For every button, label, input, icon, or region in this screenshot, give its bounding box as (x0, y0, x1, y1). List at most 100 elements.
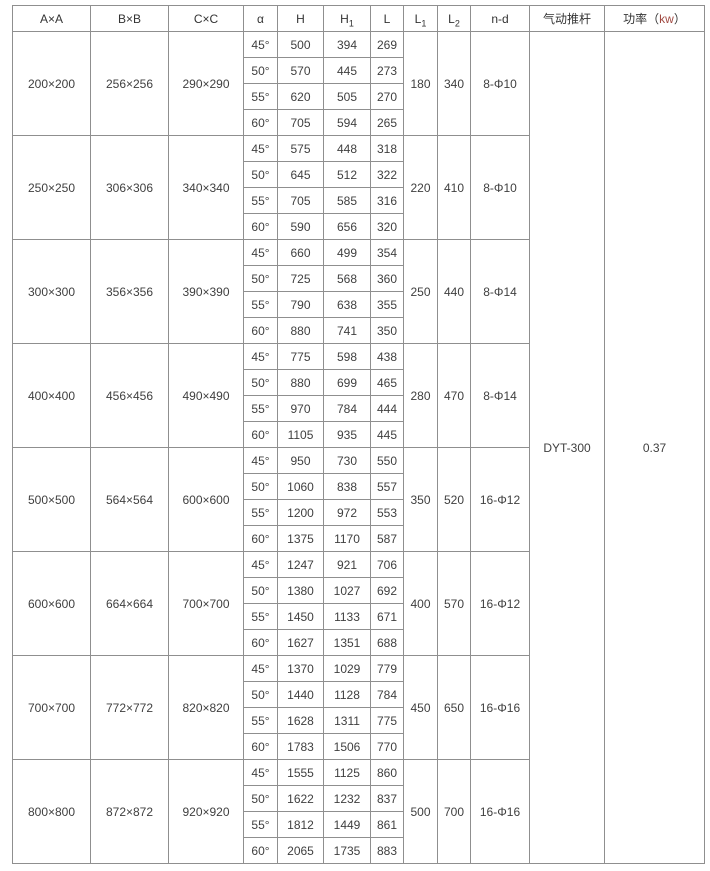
cell-h: 950 (277, 447, 324, 474)
cell-h: 590 (277, 213, 324, 240)
cell-angle: 60° (243, 525, 278, 552)
spec-row: 50° 1060 838 557 (13, 473, 705, 500)
cell-l2: 410 (437, 135, 471, 240)
cell-bxb: 306×306 (90, 135, 169, 240)
cell-actuator: DYT-300 (529, 31, 605, 864)
cell-l2: 470 (437, 343, 471, 448)
cell-h: 705 (277, 109, 324, 136)
cell-l: 775 (370, 707, 404, 734)
cell-angle: 60° (243, 317, 278, 344)
header-row: A×A B×B C×C α H H1 L L1 L2 n-d 气动推杆 功率（kw） (12, 5, 705, 32)
cell-nd: 8-Φ10 (470, 31, 530, 136)
cell-h: 1375 (277, 525, 324, 552)
cell-h1: 1449 (323, 811, 371, 838)
cell-l: 322 (370, 161, 404, 188)
cell-l1: 450 (403, 655, 438, 760)
cell-angle: 50° (243, 473, 278, 500)
cell-angle: 50° (243, 577, 278, 604)
spec-row: 250×250 306×306 340×340 45° 575 448 318 220 410 8… (12, 135, 705, 240)
cell-angle: 45° (243, 343, 278, 370)
cell-angle: 45° (243, 551, 278, 578)
spec-row: 60° 590 656 320 (13, 213, 705, 240)
spec-row: 60° 1375 1170 587 (13, 525, 705, 552)
cell-h1: 1125 (323, 759, 371, 786)
cell-h1: 448 (323, 135, 371, 162)
cell-angle: 50° (243, 785, 278, 812)
cell-h: 1555 (277, 759, 324, 786)
cell-h: 1105 (277, 421, 324, 448)
cell-h1: 598 (323, 343, 371, 370)
col-header-text: B×B (117, 11, 141, 26)
cell-angle: 45° (243, 447, 278, 474)
spec-row: 50° 1440 1128 784 (13, 681, 705, 708)
cell-l: 465 (370, 369, 404, 396)
spec-row: 50° 645 512 322 (13, 161, 705, 188)
cell-l: 355 (370, 291, 404, 318)
cell-l1: 250 (403, 239, 438, 344)
cell-l: 770 (370, 733, 404, 760)
cell-h1: 1133 (323, 603, 371, 630)
cell-angle: 45° (243, 655, 278, 682)
cell-l: 354 (370, 239, 404, 266)
cell-l2: 700 (437, 759, 471, 864)
spec-row: 55° 620 505 270 (13, 83, 705, 110)
cell-h1: 730 (323, 447, 371, 474)
cell-l1: 220 (403, 135, 438, 240)
cell-h: 880 (277, 317, 324, 344)
col-header-bxb: B×B (90, 5, 169, 32)
cell-l: 350 (370, 317, 404, 344)
cell-l: 860 (370, 759, 404, 786)
spec-row: 55° 790 638 355 (13, 291, 705, 318)
cell-h: 1627 (277, 629, 324, 656)
cell-l: 553 (370, 499, 404, 526)
cell-h: 1783 (277, 733, 324, 760)
cell-h1: 656 (323, 213, 371, 240)
cell-l: 318 (370, 135, 404, 162)
col-header-text: 气动推杆 (542, 12, 591, 26)
cell-h1: 499 (323, 239, 371, 266)
spec-row: 50° 570 445 273 (13, 57, 705, 84)
cell-l: 445 (370, 421, 404, 448)
cell-h: 1628 (277, 707, 324, 734)
spec-table-header: A×A B×B C×C α H H1 L L1 L2 n-d 气动推杆 功率（kw） (12, 5, 705, 32)
col-header-text: L (383, 11, 391, 26)
cell-nd: 16-Φ16 (470, 655, 530, 760)
cell-bxb: 356×356 (90, 239, 169, 344)
spec-row: 60° 705 594 265 (13, 109, 705, 136)
cell-cxc: 390×390 (168, 239, 244, 344)
cell-h1: 505 (323, 83, 371, 110)
cell-bxb: 456×456 (90, 343, 169, 448)
cell-l: 550 (370, 447, 404, 474)
cell-h: 1380 (277, 577, 324, 604)
cell-cxc: 340×340 (168, 135, 244, 240)
cell-h: 880 (277, 369, 324, 396)
cell-angle: 60° (243, 421, 278, 448)
cell-angle: 55° (243, 603, 278, 630)
spec-row: 600×600 664×664 700×700 45° 1247 921 706 400 570… (12, 551, 705, 656)
cell-h: 1370 (277, 655, 324, 682)
cell-l: 837 (370, 785, 404, 812)
cell-axa: 500×500 (12, 447, 91, 552)
cell-h1: 394 (323, 31, 371, 58)
cell-axa: 250×250 (12, 135, 91, 240)
cell-h: 725 (277, 265, 324, 292)
spec-row: 60° 1627 1351 688 (13, 629, 705, 656)
cell-angle: 55° (243, 187, 278, 214)
cell-h: 620 (277, 83, 324, 110)
cell-bxb: 564×564 (90, 447, 169, 552)
col-header-subscript: 2 (454, 17, 460, 28)
col-header-l: L (370, 5, 404, 32)
cell-angle: 60° (243, 629, 278, 656)
cell-bxb: 872×872 (90, 759, 169, 864)
cell-l: 557 (370, 473, 404, 500)
cell-h: 790 (277, 291, 324, 318)
cell-h1: 1506 (323, 733, 371, 760)
cell-nd: 8-Φ10 (470, 135, 530, 240)
cell-l2: 440 (437, 239, 471, 344)
cell-h: 1450 (277, 603, 324, 630)
cell-l: 692 (370, 577, 404, 604)
cell-angle: 60° (243, 213, 278, 240)
cell-h1: 838 (323, 473, 371, 500)
spec-row: 55° 1200 972 553 (13, 499, 705, 526)
col-header-cxc: C×C (168, 5, 244, 32)
